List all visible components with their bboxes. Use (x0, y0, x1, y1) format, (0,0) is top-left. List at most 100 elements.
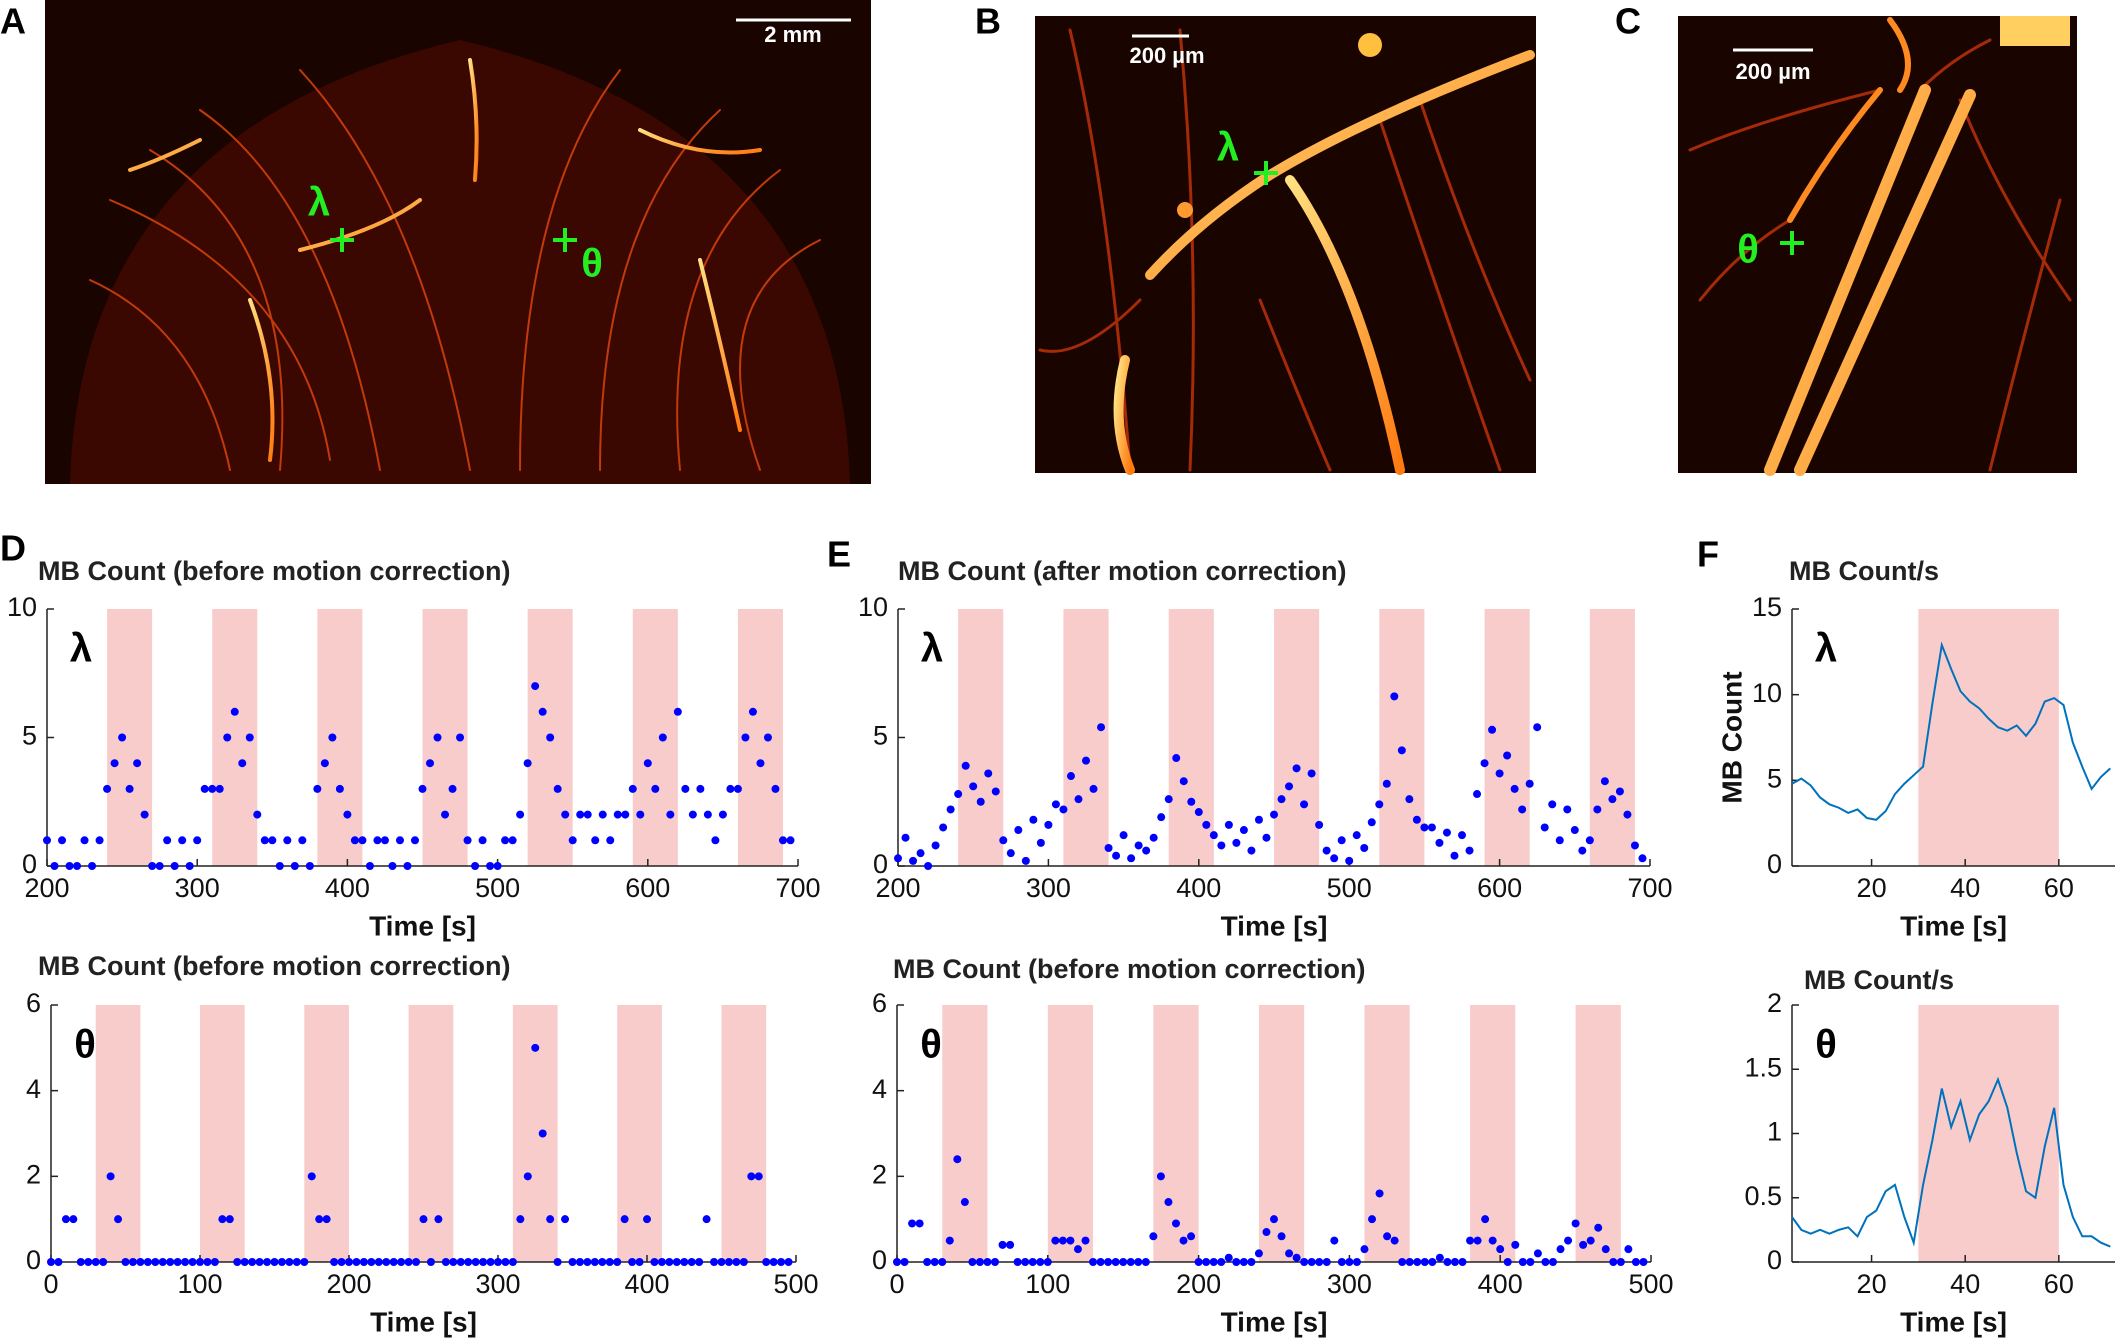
y-tick-label: 5 (1767, 763, 1782, 793)
data-point (561, 810, 570, 819)
data-point (260, 836, 269, 845)
y-tick-label: 1.5 (1744, 1052, 1782, 1082)
data-point (643, 1215, 651, 1224)
y-tick-label: 4 (26, 1074, 41, 1104)
data-point (531, 1043, 540, 1052)
data-point (1503, 751, 1512, 760)
data-point (657, 1258, 666, 1266)
data-point (954, 790, 963, 799)
data-point (1059, 805, 1068, 814)
data-point (1285, 782, 1294, 791)
data-point (756, 759, 765, 768)
data-point (1564, 1236, 1573, 1245)
data-point (576, 810, 585, 819)
data-point (359, 1258, 368, 1266)
data-point (494, 1258, 502, 1266)
data-point (1473, 790, 1482, 799)
data-point (434, 1215, 443, 1224)
data-point (1270, 1215, 1278, 1224)
data-point (983, 1258, 992, 1266)
data-point (1615, 787, 1624, 796)
data-point (95, 836, 104, 845)
data-point (395, 836, 404, 845)
data-point (1209, 1258, 1218, 1266)
data-point (991, 787, 1000, 796)
y-tick-label: 4 (872, 1074, 887, 1104)
data-point (1473, 1236, 1482, 1245)
data-point (546, 1215, 555, 1224)
data-point (1548, 1258, 1557, 1266)
data-point (166, 1258, 175, 1266)
data-point (1360, 844, 1369, 853)
data-point (628, 1258, 637, 1266)
x-axis-label: Time [s] (1900, 910, 2007, 941)
data-point (1073, 1245, 1082, 1254)
data-point (315, 1215, 324, 1224)
data-point (1292, 764, 1301, 773)
data-point (1156, 1172, 1165, 1181)
y-tick-label: 0 (26, 1245, 41, 1275)
data-point (1352, 1258, 1361, 1266)
data-point (1277, 1232, 1286, 1241)
data-point (382, 1258, 391, 1266)
stimulus-band (1918, 609, 2059, 866)
x-tick-label: 60 (2044, 873, 2074, 903)
data-point (1262, 1228, 1271, 1237)
data-point (1247, 1258, 1256, 1266)
data-point (1481, 1215, 1490, 1224)
data-point (1412, 815, 1421, 824)
stimulus-band (958, 609, 1004, 866)
data-point (253, 810, 262, 819)
data-point (613, 1258, 622, 1266)
data-point (1149, 833, 1158, 842)
data-point (181, 1258, 190, 1266)
data-point (598, 1258, 607, 1266)
data-point (1526, 1258, 1535, 1266)
data-point (1322, 1258, 1331, 1266)
x-tick-label: 500 (773, 1269, 818, 1299)
data-point (1405, 795, 1414, 804)
annotation: λ (1815, 627, 1837, 671)
data-point (1570, 826, 1579, 835)
y-tick-label: 5 (873, 721, 888, 751)
data-point (84, 1258, 93, 1266)
data-point (635, 1258, 644, 1266)
data-point (1352, 831, 1361, 840)
data-point (924, 862, 933, 870)
data-point (210, 1258, 219, 1266)
y-axis-label: MB Count (1716, 671, 1747, 803)
data-point (590, 1258, 599, 1266)
data-point (1495, 769, 1504, 778)
chart: 200 300 400 500 600 700 0 5 10 MB Count (after mo… (858, 556, 1673, 941)
data-point (901, 833, 910, 842)
data-point (1119, 831, 1128, 840)
data-point (1111, 1258, 1120, 1266)
data-point (650, 1258, 659, 1266)
data-point (1541, 1258, 1550, 1266)
data-point (290, 862, 299, 870)
data-point (1624, 1245, 1633, 1254)
data-point (786, 836, 795, 845)
data-point (553, 1258, 562, 1266)
data-point (151, 1258, 160, 1266)
data-point (263, 1258, 272, 1266)
x-tick-label: 60 (2044, 1269, 2074, 1299)
data-point (1277, 795, 1286, 804)
data-point (203, 1258, 212, 1266)
panel-label: D (0, 528, 26, 569)
x-tick-label: 200 (326, 1269, 371, 1299)
y-tick-label: 2 (26, 1159, 41, 1189)
data-point (50, 862, 59, 870)
data-point (1330, 1236, 1339, 1245)
annotation: θ (74, 1023, 96, 1067)
data-point (1450, 1258, 1459, 1266)
data-point (1134, 841, 1143, 850)
data-point (1518, 1258, 1527, 1266)
data-point (1224, 820, 1233, 829)
panel-label: F (1697, 534, 1719, 575)
chart-title: MB Count/s (1789, 556, 1939, 586)
data-point (99, 1258, 108, 1266)
data-point (305, 862, 314, 870)
x-axis-label: Time [s] (1221, 1306, 1328, 1337)
data-point (493, 862, 502, 870)
